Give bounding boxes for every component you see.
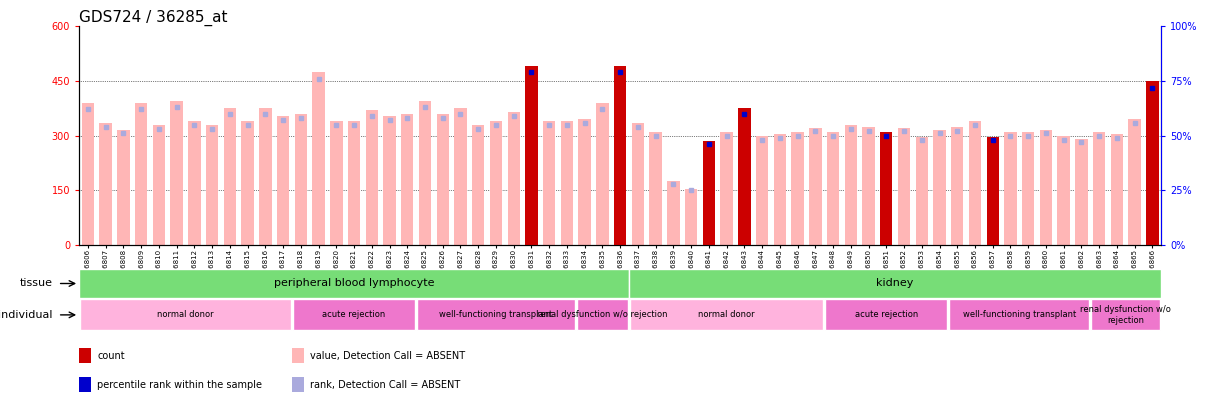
Bar: [986, 138, 998, 245]
Bar: [1128, 119, 1141, 245]
Text: individual: individual: [0, 310, 52, 320]
Bar: [293, 299, 415, 330]
Bar: [1075, 139, 1087, 245]
Bar: [738, 108, 750, 245]
Bar: [100, 123, 112, 245]
Bar: [401, 114, 413, 245]
Bar: [206, 125, 219, 245]
Bar: [668, 181, 680, 245]
Bar: [418, 101, 432, 245]
Bar: [81, 103, 94, 245]
Bar: [631, 123, 644, 245]
Bar: [1110, 134, 1124, 245]
Bar: [170, 101, 182, 245]
Bar: [241, 121, 254, 245]
Text: renal dysfunction w/o
rejection: renal dysfunction w/o rejection: [1080, 305, 1171, 324]
Bar: [1040, 130, 1052, 245]
Bar: [1058, 136, 1070, 245]
Bar: [1004, 132, 1017, 245]
Bar: [544, 121, 556, 245]
Bar: [383, 116, 395, 245]
Bar: [366, 110, 378, 245]
Bar: [629, 269, 1161, 298]
Bar: [292, 377, 304, 392]
Bar: [576, 299, 629, 330]
Bar: [417, 299, 575, 330]
Bar: [792, 132, 804, 245]
Bar: [916, 138, 928, 245]
Bar: [630, 299, 823, 330]
Bar: [969, 121, 981, 245]
Bar: [79, 269, 629, 298]
Bar: [1021, 132, 1035, 245]
Text: count: count: [97, 351, 125, 361]
Bar: [934, 130, 946, 245]
Bar: [720, 132, 733, 245]
Bar: [738, 108, 750, 245]
Bar: [614, 66, 626, 245]
Bar: [703, 141, 715, 245]
Text: value, Detection Call = ABSENT: value, Detection Call = ABSENT: [310, 351, 466, 361]
Bar: [294, 114, 306, 245]
Text: peripheral blood lymphocyte: peripheral blood lymphocyte: [274, 279, 434, 288]
Bar: [880, 132, 893, 245]
Bar: [897, 128, 911, 245]
Bar: [79, 377, 91, 392]
Text: acute rejection: acute rejection: [855, 310, 918, 320]
Bar: [490, 121, 502, 245]
Bar: [827, 132, 839, 245]
Bar: [437, 114, 449, 245]
Bar: [880, 132, 893, 245]
Text: GDS724 / 36285_at: GDS724 / 36285_at: [79, 10, 227, 26]
Text: percentile rank within the sample: percentile rank within the sample: [97, 380, 263, 390]
Bar: [330, 121, 343, 245]
Bar: [561, 121, 573, 245]
Bar: [703, 141, 715, 245]
Bar: [756, 136, 769, 245]
Bar: [1093, 132, 1105, 245]
Bar: [348, 121, 360, 245]
Bar: [986, 138, 998, 245]
Bar: [1147, 81, 1159, 245]
Bar: [826, 299, 947, 330]
Bar: [1091, 299, 1160, 330]
Bar: [292, 348, 304, 363]
Bar: [1147, 81, 1159, 245]
Bar: [313, 72, 325, 245]
Bar: [117, 130, 130, 245]
Bar: [525, 66, 537, 245]
Bar: [277, 116, 289, 245]
Bar: [809, 128, 822, 245]
Bar: [472, 125, 484, 245]
Text: well-functioning transplant: well-functioning transplant: [439, 310, 552, 320]
Bar: [80, 299, 291, 330]
Text: well-functioning transplant: well-functioning transplant: [963, 310, 1076, 320]
Bar: [579, 119, 591, 245]
Bar: [596, 103, 609, 245]
Text: rank, Detection Call = ABSENT: rank, Detection Call = ABSENT: [310, 380, 461, 390]
Bar: [685, 189, 697, 245]
Bar: [259, 108, 271, 245]
Text: acute rejection: acute rejection: [322, 310, 385, 320]
Bar: [773, 134, 786, 245]
Bar: [845, 125, 857, 245]
Bar: [649, 132, 662, 245]
Bar: [224, 108, 236, 245]
Bar: [455, 108, 467, 245]
Text: normal donor: normal donor: [698, 310, 755, 320]
Bar: [507, 112, 520, 245]
Bar: [951, 126, 963, 245]
Bar: [614, 66, 626, 245]
Bar: [135, 103, 147, 245]
Bar: [525, 66, 537, 245]
Bar: [188, 121, 201, 245]
Text: kidney: kidney: [877, 279, 914, 288]
Bar: [862, 126, 874, 245]
Bar: [950, 299, 1090, 330]
Text: normal donor: normal donor: [157, 310, 214, 320]
Bar: [79, 348, 91, 363]
Bar: [153, 125, 165, 245]
Text: tissue: tissue: [19, 279, 52, 288]
Text: renal dysfunction w/o rejection: renal dysfunction w/o rejection: [537, 310, 668, 320]
